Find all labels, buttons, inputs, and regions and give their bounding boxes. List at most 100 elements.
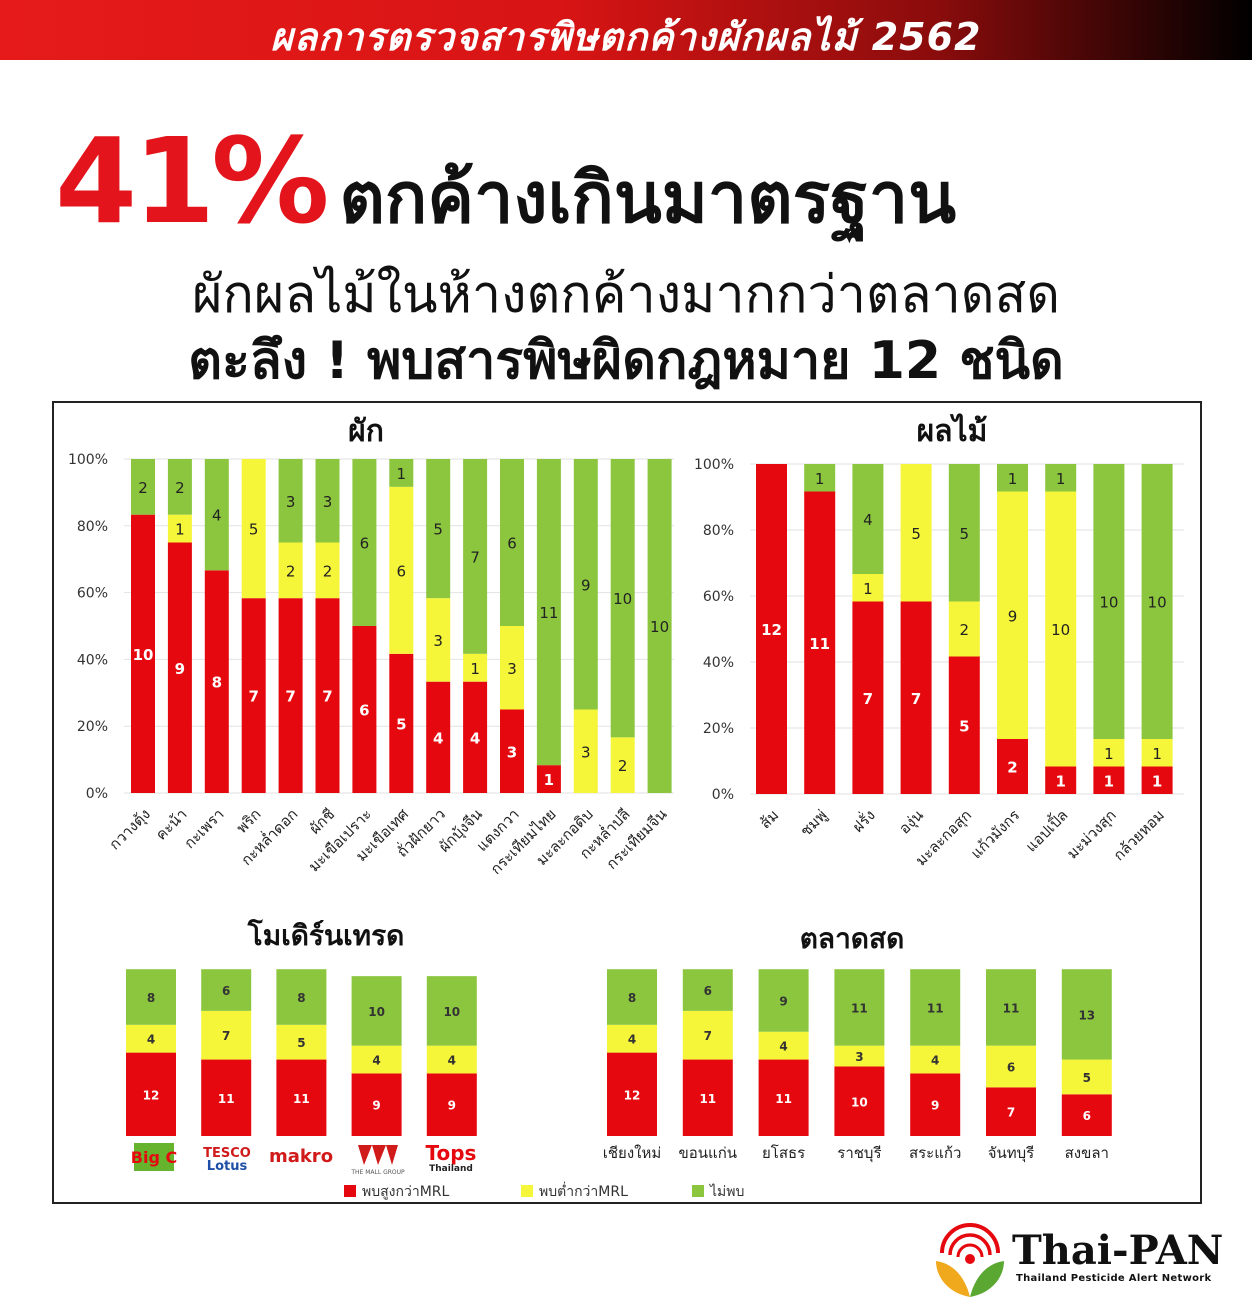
bar-segment <box>573 709 598 793</box>
subheadline-1: ผักผลไม้ในห้างตกค้างมากกว่าตลาดสด <box>191 265 1061 325</box>
bar-segment <box>536 459 561 766</box>
data-label: 11 <box>1003 1001 1020 1015</box>
bar-segment <box>852 574 884 602</box>
data-label: 7 <box>222 1029 230 1043</box>
bar-segment <box>948 601 980 657</box>
headline-percent: 41% <box>55 112 329 250</box>
bar-segment <box>1045 491 1077 767</box>
data-label: 3 <box>581 743 591 761</box>
bar-segment <box>463 653 488 682</box>
bar-segment <box>276 969 327 1025</box>
bar-segment <box>426 598 451 682</box>
data-label: 12 <box>761 621 782 639</box>
data-label: 6 <box>1007 1061 1015 1075</box>
data-label: 11 <box>775 1092 792 1106</box>
data-label: 6 <box>359 702 369 720</box>
bar-segment <box>315 459 340 543</box>
bar-segment <box>352 626 377 793</box>
x-category-label: ส้ม <box>756 806 782 832</box>
data-label: 1 <box>1104 745 1114 763</box>
data-label: 6 <box>507 535 517 553</box>
data-label: 1 <box>1056 470 1066 488</box>
bar-segment <box>463 681 488 793</box>
data-label: 5 <box>249 521 259 539</box>
data-label: 7 <box>285 688 295 706</box>
bar-segment <box>426 459 451 599</box>
x-category-label: แก้วมังกร <box>967 806 1023 862</box>
tesco-logo-text: TESCO <box>203 1146 251 1161</box>
bar-segment <box>1141 464 1173 739</box>
bar-segment <box>426 1073 477 1136</box>
bar-segment <box>131 514 155 793</box>
bar-segment <box>986 1087 1036 1136</box>
data-label: 2 <box>175 479 185 497</box>
bar-segment <box>900 601 932 794</box>
y-tick-label: 20% <box>703 721 734 737</box>
bar-segment <box>241 459 266 599</box>
charts-panel: ผัก 0% 20% 40% 60% 80% 100% 10 2 กวางตุ้ง 9 1 2 คะน้า… <box>52 401 1202 1204</box>
chart-title: โมเดิร์นเทรด <box>247 918 405 952</box>
bar-segment <box>389 459 414 487</box>
bar-segment <box>1061 969 1112 1060</box>
bar-segment <box>426 681 451 793</box>
x-category-label: ยโสธร <box>762 1144 805 1162</box>
bar-segment <box>126 1024 176 1053</box>
bar-segment <box>167 542 192 793</box>
bar-segment <box>278 598 303 793</box>
data-label: 9 <box>931 1099 939 1113</box>
data-label: 3 <box>507 743 517 761</box>
data-label: 6 <box>360 535 370 553</box>
bar-segment <box>986 1045 1036 1088</box>
bar-segment <box>351 1045 402 1074</box>
bar-segment <box>682 1059 733 1136</box>
bar-segment <box>500 459 524 626</box>
data-label: 10 <box>1099 594 1118 612</box>
data-label: 3 <box>286 493 296 511</box>
x-category-label: ชมพู่ <box>797 806 831 840</box>
data-label: 12 <box>624 1088 641 1102</box>
legend-label: พบต่ำกว่าMRL <box>539 1182 628 1200</box>
data-label: 4 <box>372 1054 380 1068</box>
bar-segment <box>852 464 884 574</box>
y-tick-label: 0% <box>86 786 108 802</box>
data-label: 2 <box>960 621 970 639</box>
bar-segment <box>276 1024 327 1060</box>
bar-segment <box>204 459 229 571</box>
bar-segment <box>204 570 229 793</box>
bar-segment <box>167 459 192 515</box>
bar-segment <box>126 969 176 1025</box>
x-category-label: พริก <box>233 805 265 837</box>
x-category-label: ฝรั่ง <box>847 805 878 836</box>
data-label: 3 <box>855 1050 863 1064</box>
bar-segment <box>682 1010 733 1060</box>
bar-segment <box>804 464 836 492</box>
data-label: 5 <box>959 717 969 735</box>
chart-title: ตลาดสด <box>800 922 905 955</box>
data-label: 7 <box>1007 1106 1015 1120</box>
data-label: 10 <box>1148 594 1167 612</box>
bar-segment <box>682 969 733 1011</box>
data-label: 4 <box>147 1033 155 1047</box>
bar-segment <box>463 459 488 654</box>
y-tick-label: 80% <box>77 519 108 535</box>
bar-segment <box>389 653 414 793</box>
data-label: 1 <box>470 660 480 678</box>
data-label: 10 <box>133 646 154 664</box>
legend-label: พบสูงกว่าMRL <box>362 1184 450 1200</box>
data-label: 10 <box>368 1005 385 1019</box>
data-label: 5 <box>1083 1071 1091 1085</box>
data-label: 10 <box>443 1005 460 1019</box>
data-label: 9 <box>779 994 787 1008</box>
data-label: 11 <box>699 1092 716 1106</box>
bar-segment <box>126 1052 176 1136</box>
bar-segment <box>389 486 414 654</box>
data-label: 10 <box>650 618 669 636</box>
bar-segment <box>910 1045 961 1074</box>
data-label: 4 <box>779 1040 787 1054</box>
data-label: 8 <box>628 991 636 1005</box>
thai-pan-logo: Thai-PAN Thailand Pesticide Alert Networ… <box>930 1215 1230 1300</box>
bar-segment <box>1141 766 1173 794</box>
data-label: 10 <box>1051 621 1070 639</box>
y-tick-label: 40% <box>703 655 734 671</box>
bar-segment <box>426 976 477 1046</box>
